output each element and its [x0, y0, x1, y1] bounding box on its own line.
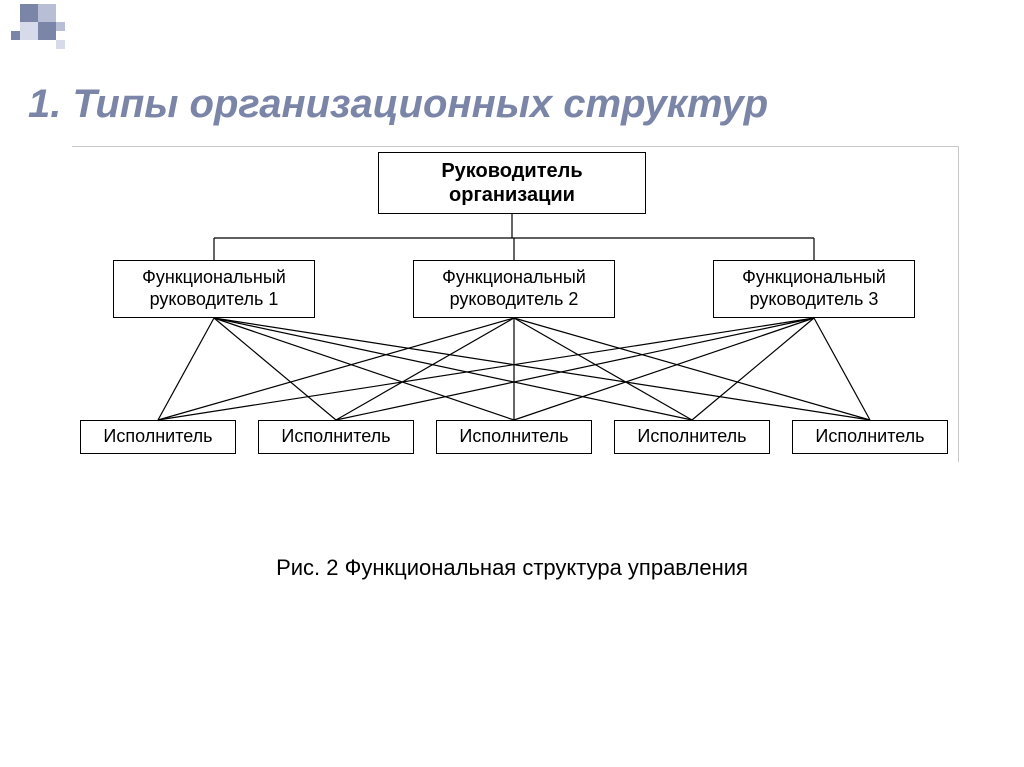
frame-top [72, 146, 958, 147]
node-e2: Исполнитель [258, 420, 414, 454]
node-f1: Функциональный руководитель 1 [113, 260, 315, 318]
node-e1: Исполнитель [80, 420, 236, 454]
slide-title: 1. Типы организационных структур [28, 82, 768, 127]
node-f2: Функциональный руководитель 2 [413, 260, 615, 318]
frame-right [958, 146, 959, 462]
decor-square [56, 40, 65, 49]
figure-caption: Рис. 2 Функциональная структура управлен… [0, 555, 1024, 581]
slide: 1. Типы организационных структур Руковод… [0, 0, 1024, 767]
node-e4: Исполнитель [614, 420, 770, 454]
decor-square [11, 31, 20, 40]
decor-square [20, 22, 38, 40]
node-root: Руководитель организации [378, 152, 646, 214]
decor-square [20, 4, 38, 22]
node-e5: Исполнитель [792, 420, 948, 454]
decor-square [38, 4, 56, 22]
node-e3: Исполнитель [436, 420, 592, 454]
decor-square [38, 22, 56, 40]
node-f3: Функциональный руководитель 3 [713, 260, 915, 318]
decor-square [56, 22, 65, 31]
